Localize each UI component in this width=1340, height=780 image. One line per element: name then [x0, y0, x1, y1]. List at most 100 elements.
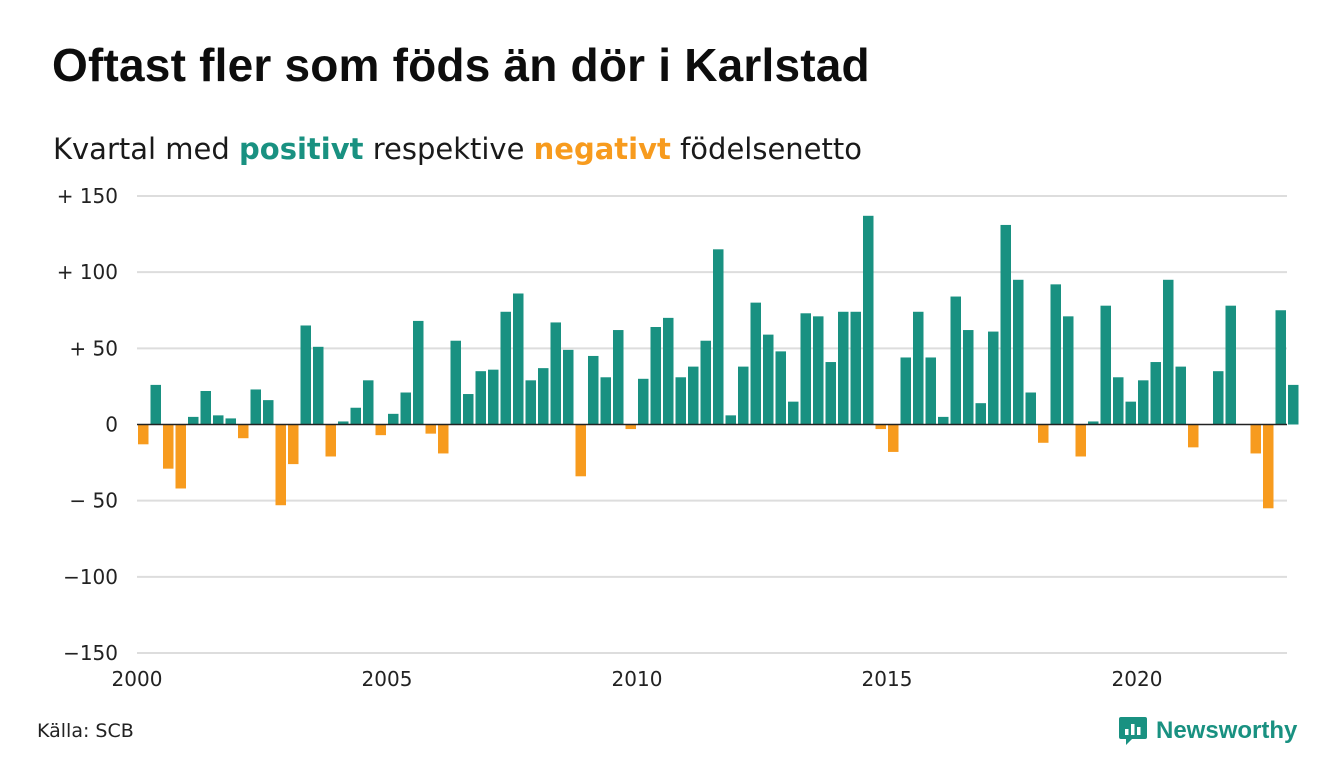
bar — [888, 424, 899, 452]
bar — [1250, 424, 1261, 454]
bar — [1050, 284, 1061, 425]
bar — [675, 377, 686, 425]
bar — [150, 384, 161, 425]
bar — [738, 366, 749, 425]
chart-subtitle: Kvartal med positivt respektive negativt… — [53, 132, 862, 166]
y-tick-label: −100 — [63, 565, 118, 589]
bar — [1100, 305, 1111, 425]
bar — [175, 424, 186, 489]
bar — [588, 355, 599, 425]
x-tick-label: 2010 — [612, 667, 663, 691]
x-tick-label: 2000 — [112, 667, 163, 691]
bar — [138, 424, 149, 445]
bar — [463, 394, 474, 425]
source-note: Källa: SCB — [37, 720, 134, 742]
bar — [750, 302, 761, 425]
bar — [988, 331, 999, 425]
bar — [788, 401, 799, 425]
bar — [238, 424, 249, 439]
bar — [538, 368, 549, 425]
subtitle-negative: negativt — [533, 132, 671, 166]
chart-title: Oftast fler som föds än dör i Karlstad — [52, 39, 870, 91]
bar — [263, 400, 274, 425]
bar — [875, 424, 886, 430]
bar — [325, 424, 336, 457]
bar — [813, 316, 824, 425]
bar — [575, 424, 586, 477]
bar — [625, 424, 636, 430]
bar — [600, 377, 611, 425]
bar — [925, 357, 936, 425]
bar — [388, 413, 399, 425]
bar — [775, 351, 786, 425]
bar — [275, 424, 286, 506]
bar — [188, 416, 199, 425]
bar — [638, 378, 649, 425]
bar — [525, 380, 536, 425]
bar — [1125, 401, 1136, 425]
bar — [1225, 305, 1236, 425]
bar — [688, 366, 699, 425]
bar — [825, 362, 836, 425]
bar — [1213, 371, 1224, 425]
bar — [1288, 384, 1299, 425]
bar — [513, 293, 524, 425]
bar — [1175, 366, 1186, 425]
bar — [338, 421, 349, 425]
bar — [213, 415, 224, 425]
bar — [613, 330, 624, 425]
subtitle-positive: positivt — [239, 132, 364, 166]
bar — [450, 340, 461, 425]
brand-name: Newsworthy — [1156, 717, 1298, 744]
bar — [163, 424, 174, 469]
subtitle-pre: Kvartal med — [53, 132, 230, 166]
bar — [1150, 362, 1161, 425]
bar — [1275, 310, 1286, 425]
bar — [413, 320, 424, 425]
y-tick-label: −150 — [63, 641, 118, 665]
y-tick-label: + 100 — [57, 260, 118, 284]
bar — [863, 215, 874, 425]
x-tick-label: 2015 — [862, 667, 913, 691]
bar — [288, 424, 299, 465]
bar — [425, 424, 436, 434]
bar — [650, 327, 661, 425]
bar — [1163, 279, 1174, 425]
bar — [363, 380, 374, 425]
bar — [225, 418, 236, 425]
x-tick-label: 2020 — [1112, 667, 1163, 691]
bar — [1188, 424, 1199, 448]
y-tick-label: + 50 — [69, 336, 118, 360]
bar — [763, 334, 774, 425]
bar — [1088, 421, 1099, 425]
bar — [950, 296, 961, 425]
bar — [500, 311, 511, 425]
newsworthy-logo-icon — [1119, 717, 1147, 745]
bar — [913, 311, 924, 425]
bar — [1263, 424, 1274, 509]
bar — [725, 415, 736, 425]
bar — [250, 389, 261, 425]
subtitle-mid: respektive — [372, 132, 525, 166]
y-tick-label: 0 — [105, 413, 118, 437]
bar — [938, 416, 949, 425]
bar — [850, 311, 861, 425]
bar — [800, 313, 811, 425]
bar — [1113, 377, 1124, 425]
bar — [663, 317, 674, 425]
bar — [438, 424, 449, 454]
bar — [200, 390, 211, 425]
bar — [838, 311, 849, 425]
bar — [563, 349, 574, 425]
bar — [1038, 424, 1049, 443]
bar — [350, 407, 361, 425]
bar — [400, 392, 411, 425]
bar — [475, 371, 486, 425]
bar — [1000, 224, 1011, 425]
bar — [1063, 316, 1074, 425]
bar — [713, 249, 724, 425]
bar — [1075, 424, 1086, 457]
y-tick-label: + 150 — [57, 184, 118, 208]
bar — [700, 340, 711, 425]
